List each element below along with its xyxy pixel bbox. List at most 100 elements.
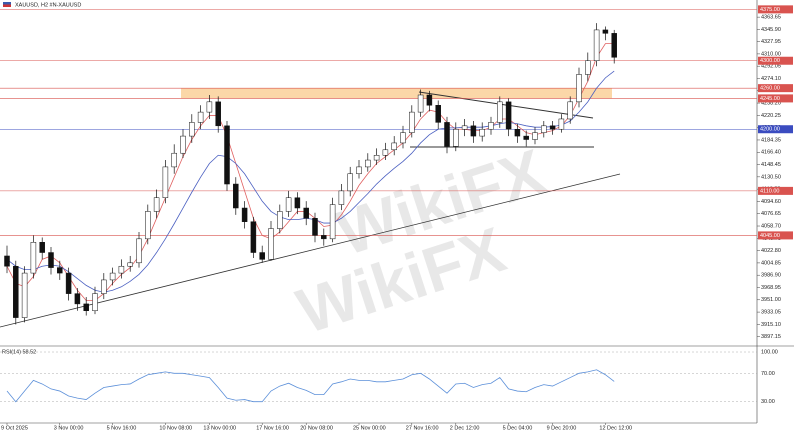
candle-body: [206, 101, 213, 113]
level-label: 4260.00: [760, 86, 780, 92]
candle-body: [30, 242, 37, 274]
level-label-bg: [758, 125, 793, 134]
candle-body: [224, 125, 230, 185]
candle-body: [611, 33, 617, 58]
candle-body: [268, 228, 274, 260]
y-tick-label: 4058.70: [761, 223, 781, 229]
x-tick-label: 25 Nov 00:00: [353, 425, 386, 431]
level-label: 4245.00: [760, 96, 780, 102]
candle-body: [57, 267, 63, 274]
level-label-bg: [758, 186, 793, 195]
candle-body: [329, 204, 336, 240]
level-label: 4375.00: [760, 7, 780, 13]
level-label-bg: [758, 94, 793, 103]
candle-body: [567, 101, 573, 120]
candle-body: [180, 135, 186, 154]
candle-body: [532, 132, 538, 140]
rsi-line: [6, 369, 615, 403]
candle-body: [479, 128, 485, 137]
candle-body: [4, 255, 10, 267]
candle-body: [347, 173, 353, 192]
candle-body: [153, 197, 160, 212]
candle-body: [444, 122, 450, 147]
y-tick-label: 4148.45: [761, 162, 781, 168]
candle-body: [39, 242, 45, 253]
candle-body: [145, 211, 151, 240]
candle-body: [417, 94, 424, 113]
y-tick-label: 4363.65: [761, 15, 781, 21]
y-tick-label: 3968.95: [761, 285, 781, 291]
candle-body: [277, 211, 283, 229]
y-tick-label: 4166.40: [761, 150, 781, 156]
x-tick-label: 5 Nov 16:00: [107, 425, 137, 431]
chart-title: XAUUSD, H2 #N-XAUUSD: [15, 2, 81, 8]
candle-body: [488, 122, 494, 130]
x-tick-label: 17 Nov 16:00: [256, 425, 289, 431]
level-label-bg: [758, 231, 793, 240]
x-tick-label: 5 Dec 04:00: [503, 425, 533, 431]
candle-body: [312, 218, 318, 236]
level-label-bg: [758, 84, 793, 93]
candle-body: [118, 265, 125, 274]
indicator-tick-label: 100.00: [761, 349, 778, 355]
candle-body: [250, 221, 257, 253]
candle-body: [21, 272, 28, 318]
candle-body: [136, 238, 142, 264]
candle-body: [197, 111, 204, 123]
candle-body: [321, 235, 327, 240]
candle-body: [593, 29, 600, 61]
candle-body: [365, 159, 371, 168]
y-tick-label: 4238.20: [761, 101, 781, 107]
trendline: [0, 173, 621, 328]
candle-body: [92, 293, 98, 312]
candle-body: [303, 207, 309, 219]
candle-body: [497, 101, 503, 123]
candle-body: [373, 155, 380, 161]
candle-body: [523, 135, 529, 140]
x-tick-label: 9 Oct 2025: [1, 425, 28, 431]
x-tick-label: 3 Nov 00:00: [54, 425, 84, 431]
y-tick-label: 4220.25: [761, 113, 781, 119]
level-label-bg: [758, 56, 793, 65]
candle-body: [470, 125, 477, 137]
candle-body: [382, 149, 389, 156]
y-tick-label: 3933.05: [761, 310, 781, 316]
y-tick-label: 4274.10: [761, 76, 781, 82]
candle-body: [127, 262, 133, 267]
x-tick-label: 10 Nov 08:00: [159, 425, 192, 431]
candle-body: [426, 94, 433, 106]
candle-body: [356, 166, 362, 175]
candle-body: [294, 197, 301, 209]
y-tick-label: 4292.05: [761, 64, 781, 70]
candle-body: [338, 190, 345, 205]
level-label: 4200.00: [760, 127, 780, 133]
candle-body: [162, 166, 169, 198]
moving-average: [6, 43, 615, 301]
candle-body: [65, 272, 72, 294]
candle-body: [215, 101, 221, 127]
y-tick-label: 4327.95: [761, 39, 781, 45]
candle-body: [400, 132, 406, 144]
level-label-bg: [758, 5, 793, 14]
candle-body: [461, 125, 468, 130]
y-tick-label: 4004.85: [761, 260, 781, 266]
candle-body: [391, 142, 397, 151]
candle-body: [48, 252, 54, 268]
candle-body: [541, 125, 547, 133]
candle-body: [558, 118, 565, 130]
candle-body: [285, 197, 292, 212]
candle-body: [576, 74, 582, 103]
candle-body: [514, 128, 521, 137]
y-tick-label: 3915.10: [761, 322, 781, 328]
x-tick-label: 2 Dec 12:00: [450, 425, 480, 431]
y-tick-label: 4094.60: [761, 199, 781, 205]
x-tick-label: 20 Nov 08:00: [300, 425, 333, 431]
candle-body: [241, 207, 248, 222]
x-tick-label: 13 Nov 00:00: [203, 425, 236, 431]
level-label: 4045.00: [760, 233, 780, 239]
candle-body: [13, 265, 19, 318]
indicator-title: RSI(14) 58.52: [2, 349, 36, 355]
x-tick-label: 9 Dec 20:00: [547, 425, 577, 431]
level-label: 4110.00: [760, 188, 779, 194]
